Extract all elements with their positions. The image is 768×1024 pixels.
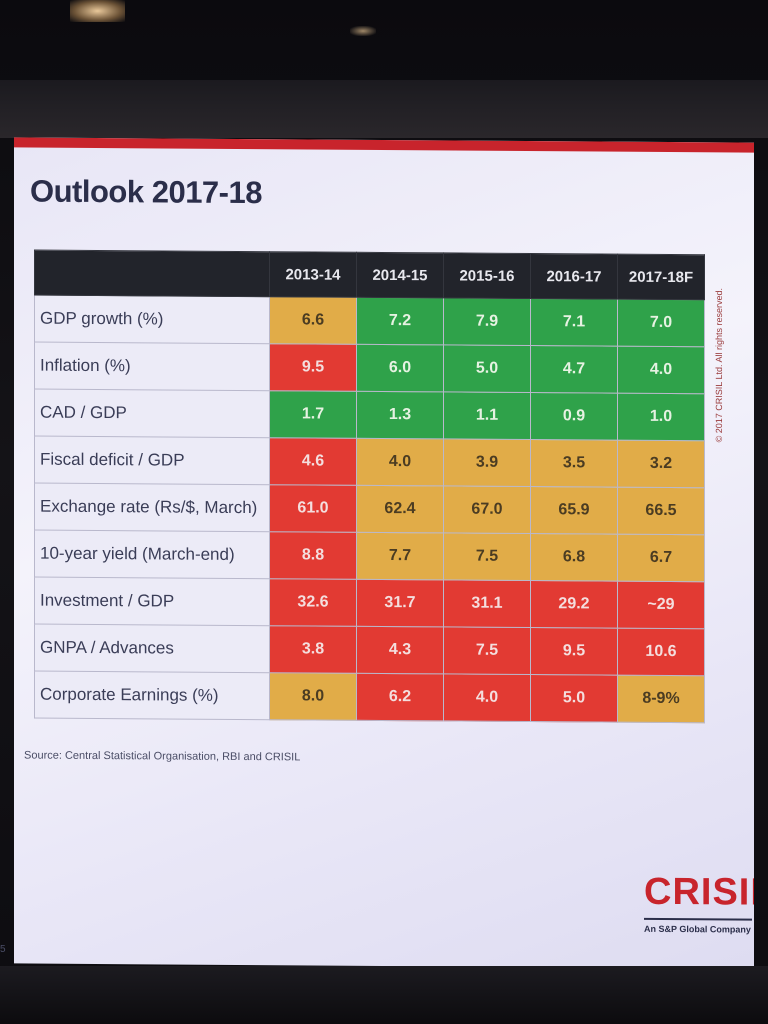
table-cell: 3.5 (530, 439, 618, 488)
table-cell: 3.9 (443, 438, 531, 487)
table-row: CAD / GDP 1.7 1.3 1.1 0.9 1.0 (34, 389, 705, 441)
table-row: 10-year yield (March-end) 8.8 7.7 7.5 6.8 6.7 (34, 530, 705, 582)
table-cell: 7.1 (530, 298, 618, 347)
table-cell: 31.7 (356, 579, 444, 627)
row-label: GDP growth (%) (34, 295, 270, 344)
table-cell: 29.2 (530, 580, 618, 629)
table-cell: 4.3 (356, 626, 444, 674)
table-header-row: 2013-14 2014-15 2015-16 2016-17 2017-18F (34, 250, 705, 300)
table-cell: 0.9 (530, 392, 618, 441)
header-corner (34, 250, 270, 297)
header-year: 2015-16 (443, 252, 531, 299)
table-cell: 65.9 (530, 486, 618, 535)
ceiling-light (70, 0, 125, 22)
row-label: Fiscal deficit / GDP (34, 436, 270, 485)
header-year: 2013-14 (269, 251, 357, 298)
table-cell: 7.0 (617, 299, 705, 347)
table-cell: 8.0 (269, 672, 357, 721)
table-row: Exchange rate (Rs/$, March) 61.0 62.4 67.0 6… (34, 483, 705, 535)
table-cell: 10.6 (617, 628, 705, 676)
slide-accent-bar (14, 137, 754, 153)
table-row: Corporate Earnings (%) 8.0 6.2 4.0 5.0 8-9% (34, 671, 705, 723)
table-cell: 9.5 (269, 343, 357, 392)
table-cell: 1.1 (443, 391, 531, 440)
table-cell: 6.0 (356, 344, 444, 392)
table-row: Fiscal deficit / GDP 4.6 4.0 3.9 3.5 3.2 (34, 436, 705, 488)
room-floor (0, 966, 768, 1024)
row-label: Inflation (%) (34, 342, 270, 391)
page-number: 5 (0, 944, 6, 955)
table-cell: ~29 (617, 581, 705, 629)
table-cell: 67.0 (443, 485, 531, 534)
table-cell: 4.0 (356, 438, 444, 486)
table-row: GDP growth (%) 6.6 7.2 7.9 7.1 7.0 (34, 295, 705, 347)
table-cell: 5.0 (530, 674, 618, 723)
row-label: 10-year yield (March-end) (34, 530, 270, 579)
table-cell: 7.9 (443, 297, 531, 346)
screen-frame (0, 80, 768, 138)
table-cell: 4.6 (269, 437, 357, 486)
logo-divider (644, 917, 752, 921)
table-cell: 3.8 (269, 625, 357, 674)
row-label: Exchange rate (Rs/$, March) (34, 483, 270, 532)
row-label: Corporate Earnings (%) (34, 671, 270, 720)
slide-title: Outlook 2017-18 (30, 173, 262, 211)
table-cell: 6.2 (356, 673, 444, 721)
table-cell: 31.1 (443, 579, 531, 628)
table-row: Investment / GDP 32.6 31.7 31.1 29.2 ~29 (34, 577, 705, 629)
ceiling-glint (350, 26, 376, 36)
table-cell: 32.6 (269, 578, 357, 627)
table-cell: 7.5 (443, 532, 531, 581)
table-cell: 5.0 (443, 344, 531, 393)
crisil-logo: CRISIL An S&P Global Company (644, 870, 754, 935)
table-cell: 62.4 (356, 485, 444, 533)
table-cell: 8.8 (269, 531, 357, 580)
table-cell: 1.7 (269, 390, 357, 439)
table-row: GNPA / Advances 3.8 4.3 7.5 9.5 10.6 (34, 624, 705, 676)
table-cell: 7.5 (443, 626, 531, 675)
table-cell: 3.2 (617, 440, 705, 488)
table-cell: 6.8 (530, 533, 618, 582)
row-label: GNPA / Advances (34, 624, 270, 673)
table-cell: 7.7 (356, 532, 444, 580)
table-cell: 4.7 (530, 345, 618, 394)
table-cell: 7.2 (356, 297, 444, 345)
table-cell: 1.3 (356, 391, 444, 439)
table-cell: 61.0 (269, 484, 357, 533)
table-row: Inflation (%) 9.5 6.0 5.0 4.7 4.0 (34, 342, 705, 394)
table-cell: 1.0 (617, 393, 705, 441)
table-cell: 9.5 (530, 627, 618, 676)
row-label: CAD / GDP (34, 389, 270, 438)
logo-wordmark: CRISIL (644, 870, 754, 914)
row-label: Investment / GDP (34, 577, 270, 626)
table-cell: 4.0 (617, 346, 705, 394)
header-year: 2017-18F (617, 254, 705, 300)
copyright-note: © 2017 CRISIL Ltd. All rights reserved. (714, 287, 724, 443)
table-cell: 4.0 (443, 673, 531, 722)
presentation-slide: Outlook 2017-18 2013-14 2014-15 2015-16 … (14, 137, 754, 969)
outlook-table: 2013-14 2014-15 2015-16 2016-17 2017-18F… (34, 250, 705, 724)
header-year: 2016-17 (530, 253, 618, 300)
table-cell: 6.6 (269, 296, 357, 345)
table-cell: 8-9% (617, 675, 705, 723)
table-cell: 66.5 (617, 487, 705, 535)
header-year: 2014-15 (356, 252, 444, 298)
logo-tagline: An S&P Global Company (644, 923, 751, 935)
source-note: Source: Central Statistical Organisation… (24, 749, 301, 764)
table-cell: 6.7 (617, 534, 705, 582)
